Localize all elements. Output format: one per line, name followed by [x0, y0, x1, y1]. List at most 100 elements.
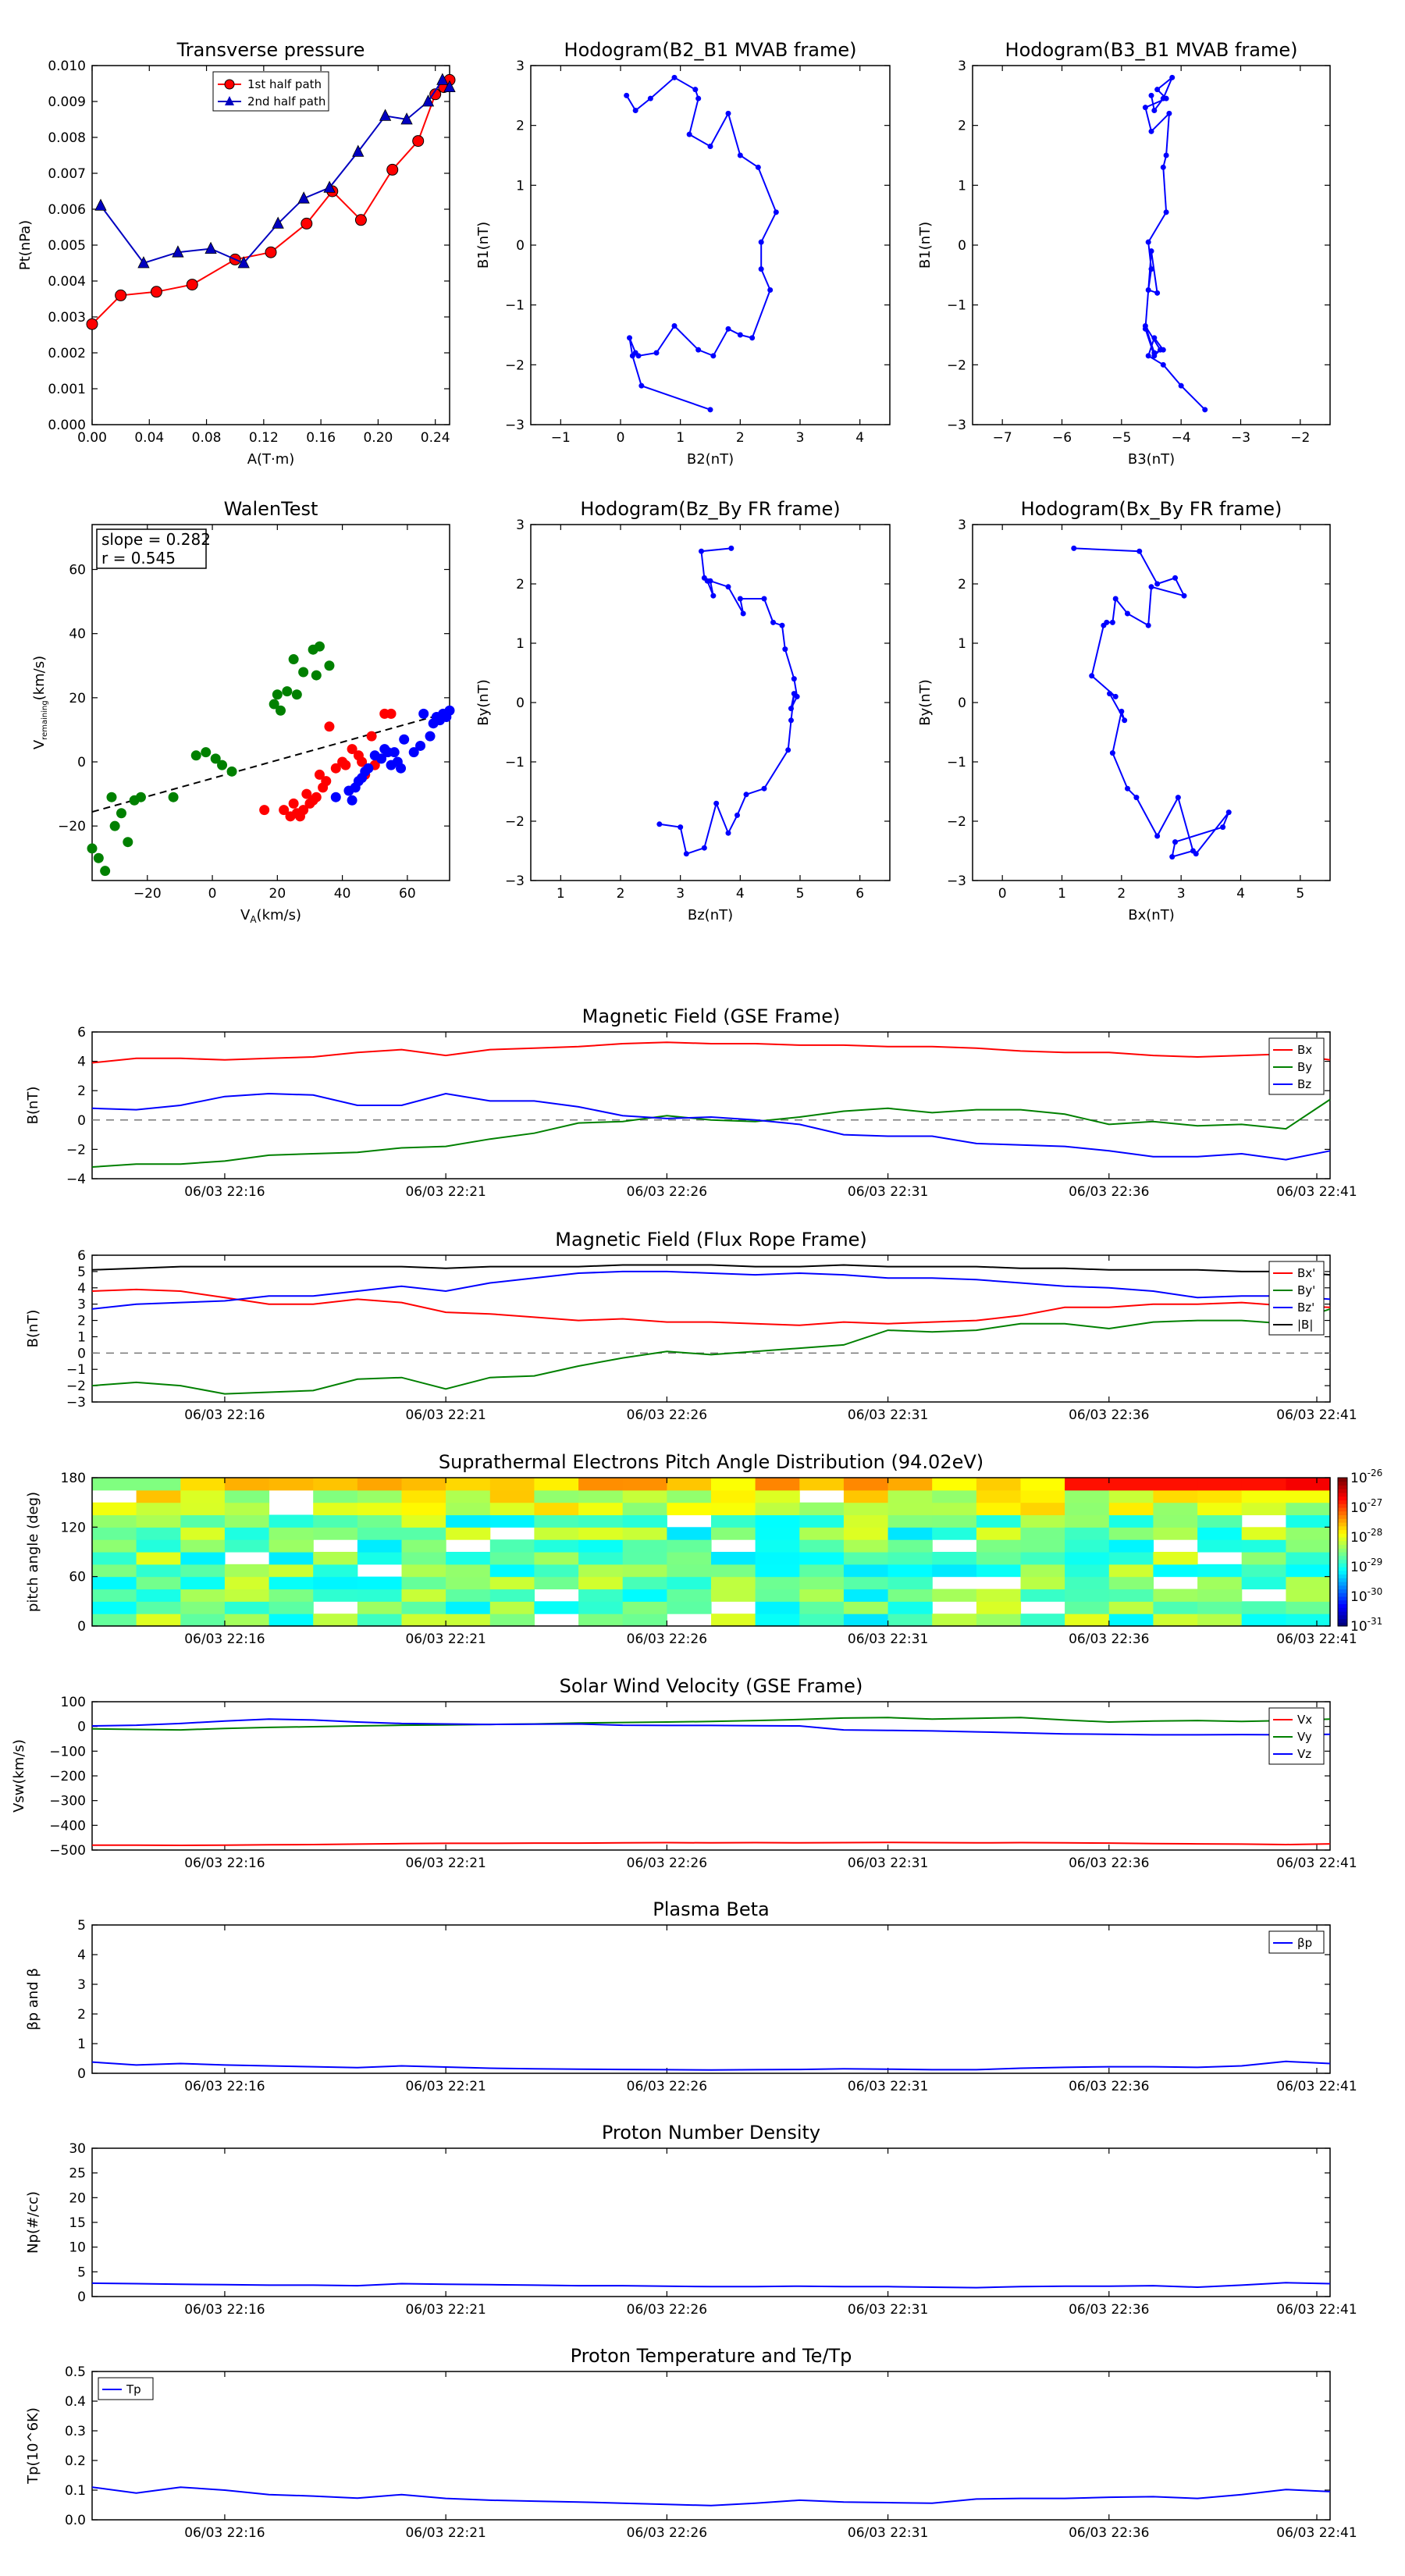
- pad-cell: [136, 1478, 181, 1491]
- pad-cell: [1108, 1489, 1154, 1503]
- pad-ytick-label: 180: [61, 1471, 86, 1486]
- vsw-legend-label: Vx: [1297, 1713, 1312, 1727]
- tp-series-1-point: [301, 217, 313, 229]
- mag_fr-legend-label: |B|: [1297, 1318, 1313, 1332]
- pad-cell: [755, 1514, 800, 1528]
- walen-xtick-label: 40: [334, 886, 351, 902]
- pad-cell: [401, 1527, 446, 1540]
- h4-xtick-label: 4: [1236, 886, 1245, 902]
- h1-xtick-label: 0: [617, 430, 625, 446]
- pad-xtick-label: 06/03 22:26: [627, 1631, 707, 1647]
- pad-cell: [489, 1478, 535, 1491]
- walen-point: [100, 866, 111, 877]
- pad-colorbar-frame: [1337, 1477, 1348, 1627]
- pad-cell: [92, 1527, 137, 1540]
- pad-cell: [1153, 1589, 1198, 1602]
- h1-xtick-label: 4: [855, 430, 864, 446]
- pad-colorbar-segment: [1338, 1552, 1347, 1557]
- np-ytick-label: 10: [69, 2240, 86, 2256]
- pad-cell: [489, 1601, 535, 1614]
- h3-series-point: [735, 812, 740, 818]
- pad-title: Suprathermal Electrons Pitch Angle Distr…: [439, 1451, 984, 1473]
- pad-cell: [711, 1552, 756, 1565]
- beta-ytick-label: 3: [77, 1977, 86, 1993]
- pad-cell: [92, 1552, 137, 1565]
- vsw-ytick-label: 100: [61, 1695, 86, 1710]
- h2-ytick-label: −3: [947, 418, 966, 433]
- pad-cell: [711, 1589, 756, 1602]
- tp_temp-title: Proton Temperature and Te/Tp: [571, 2345, 852, 2367]
- walen-point: [210, 753, 221, 764]
- walen-ytick-label: 20: [69, 691, 86, 706]
- pad-colorbar-label: 10-31: [1350, 1616, 1382, 1635]
- np-xtick-label: 06/03 22:36: [1069, 2302, 1149, 2318]
- tp-xtick-label: 0.08: [192, 430, 222, 446]
- pad-cell: [755, 1527, 800, 1540]
- pad-colorbar-segment: [1338, 1607, 1347, 1612]
- h3-series-point: [707, 578, 713, 584]
- mag_gse-title: Magnetic Field (GSE Frame): [582, 1005, 841, 1027]
- h4-series-point: [1148, 584, 1154, 590]
- pad-cell: [1065, 1576, 1110, 1590]
- pad-cell: [92, 1601, 137, 1614]
- h3-xtick-label: 4: [736, 886, 745, 902]
- h2-series-point: [1148, 248, 1154, 254]
- pad-cell: [1241, 1576, 1286, 1590]
- h4-series-point: [1071, 545, 1077, 551]
- h1-series-point: [749, 335, 756, 341]
- beta-ytick-label: 1: [77, 2037, 86, 2052]
- tp-ytick-label: 0.006: [48, 202, 86, 218]
- pad-cell: [622, 1552, 667, 1565]
- beta-xtick-label: 06/03 22:41: [1276, 2079, 1357, 2094]
- walen-xlabel-v: V: [240, 907, 251, 923]
- h4-series-point: [1154, 833, 1161, 839]
- h3-series-point: [791, 676, 797, 682]
- walen-point: [408, 747, 419, 758]
- pad-cell: [534, 1601, 579, 1614]
- pad-ytick-label: 0: [77, 1619, 86, 1635]
- h4-series-point: [1136, 548, 1143, 554]
- h1-xlabel: B2(nT): [687, 451, 734, 468]
- pad-cell: [1108, 1589, 1154, 1602]
- h4-series-point: [1154, 581, 1161, 587]
- pad-colorbar-base: 10: [1350, 1589, 1368, 1605]
- pad-cell: [1153, 1502, 1198, 1516]
- pad-cell: [799, 1502, 845, 1516]
- pad-cell: [489, 1539, 535, 1553]
- h2-series-point: [1166, 110, 1172, 116]
- tp-series-2-point: [94, 198, 107, 211]
- pad-cell: [92, 1576, 137, 1590]
- np-xtick-label: 06/03 22:16: [184, 2302, 265, 2318]
- vsw-ytick-label: −500: [49, 1843, 86, 1859]
- pad-cell: [534, 1502, 579, 1516]
- pad-cell: [357, 1576, 403, 1590]
- mag_gse-axes-frame: [91, 1031, 1331, 1179]
- mag_fr-xtick-label: 06/03 22:36: [1069, 1407, 1149, 1423]
- h2-ytick-label: −1: [947, 298, 966, 314]
- walen-point: [396, 763, 407, 774]
- pad-colorbar-base: 10: [1350, 1560, 1368, 1575]
- pad-cell: [1108, 1601, 1154, 1614]
- pad-colorbar-segment: [1338, 1599, 1347, 1605]
- tp-series-1-point: [386, 163, 399, 176]
- vsw-legend-label: Vz: [1297, 1747, 1311, 1761]
- walen-point: [291, 689, 302, 700]
- h4-series-point: [1124, 610, 1130, 617]
- mag_gse-xtick-label: 06/03 22:36: [1069, 1184, 1149, 1200]
- tp_temp-ytick-label: 0.5: [65, 2364, 86, 2380]
- h3-ytick-label: −3: [505, 873, 525, 889]
- pad-cell: [622, 1601, 667, 1614]
- mag_fr-title: Magnetic Field (Flux Rope Frame): [555, 1229, 866, 1251]
- walen-point: [330, 763, 341, 774]
- walen-point: [275, 705, 286, 716]
- h4-xtick-label: 2: [1117, 886, 1126, 902]
- tp-series-1-point: [429, 88, 442, 101]
- h2-xtick-label: −2: [1290, 430, 1310, 446]
- pad-cell: [578, 1527, 624, 1540]
- h2-ytick-label: 0: [958, 238, 966, 254]
- pad-cell: [136, 1527, 181, 1540]
- pad-cell: [136, 1601, 181, 1614]
- walen-point: [347, 795, 357, 806]
- pad-cell: [578, 1489, 624, 1503]
- h3-xtick-label: 5: [796, 886, 805, 902]
